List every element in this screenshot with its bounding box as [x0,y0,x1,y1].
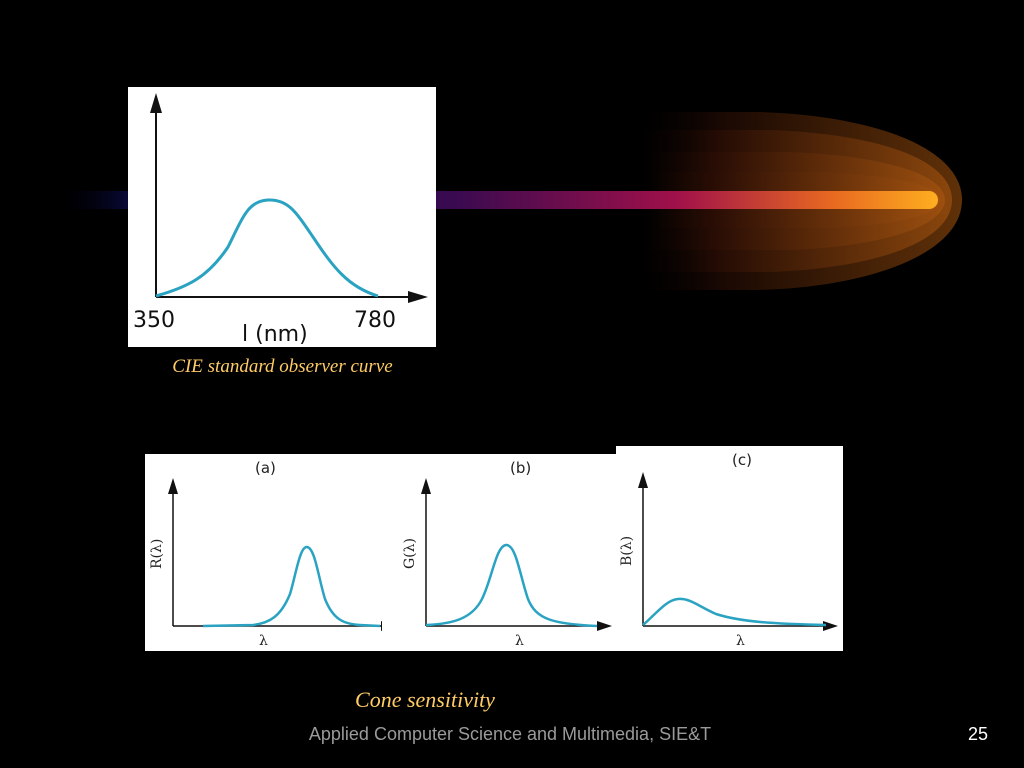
x-axis-label-lambda-b: λ [515,633,524,649]
y-axis-label-g: G(λ) [402,538,418,569]
red-cone-curve [202,545,381,628]
cone-caption: Cone sensitivity [355,687,495,712]
y-axis-label-b: B(λ) [619,536,635,566]
panel-label-a: (a) [255,459,276,477]
x-axis-label-lambda-c: λ [736,633,745,649]
x-axis-label-lambda-a: λ [259,633,268,649]
panel-label-b: (b) [510,459,531,477]
green-cone-curve [425,543,598,628]
page-number: 25 [967,724,989,744]
cie-caption: CIE standard observer curve [172,356,393,377]
x-axis-title: l (nm) [242,322,308,347]
footer-text: Applied Computer Science and Multimedia,… [308,724,712,744]
x-axis-start-label: 350 [133,308,175,333]
cone-panel-red: (a) R(λ) λ [145,454,382,651]
blue-cone-curve [642,597,827,627]
x-axis-end-label: 780 [354,308,396,333]
y-axis-label-r: R(λ) [149,539,165,569]
cone-panel-blue: (c) B(λ) λ [616,446,843,651]
panel-label-c: (c) [732,451,752,469]
cie-curve-figure: 350 780 l (nm) [128,87,436,347]
cone-panel-green: (b) G(λ) λ [382,454,616,651]
cie-axes [150,93,428,303]
cie-observer-curve [155,198,379,298]
